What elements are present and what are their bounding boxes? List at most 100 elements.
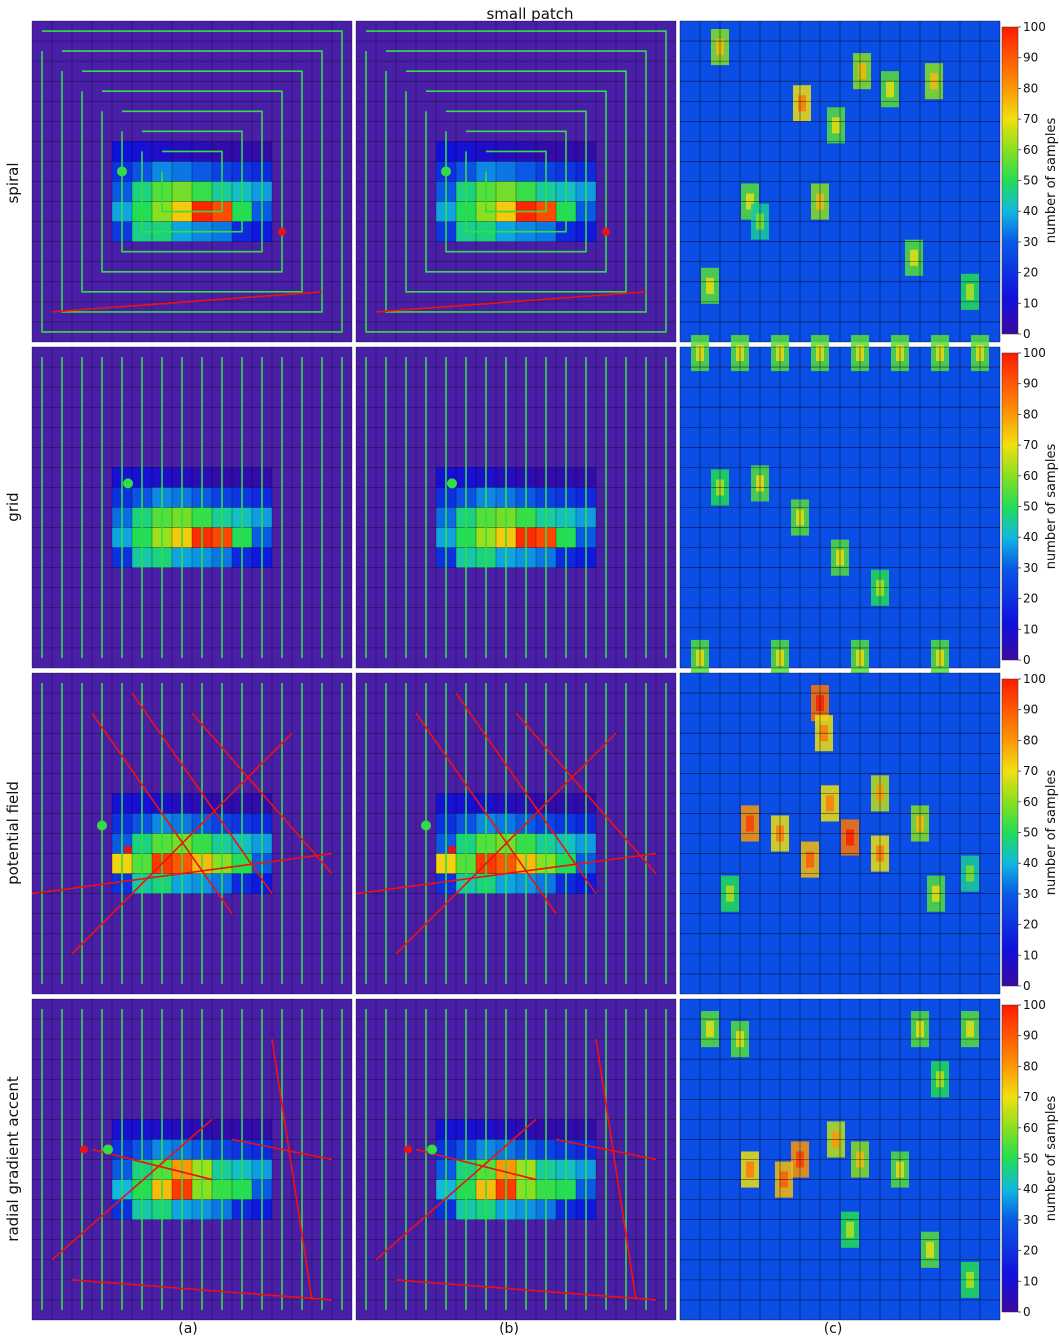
figure-title: small patch [486, 5, 573, 23]
trajectory-path [365, 1009, 667, 1310]
colorbar-tick-label: 40 [1023, 856, 1038, 870]
jump-segment [231, 1138, 333, 1161]
jump-segment [415, 712, 557, 915]
heatmap-cell [172, 161, 192, 182]
jump-segment [375, 291, 647, 313]
colorbar-gradient [1001, 352, 1019, 661]
colorbar-tick-label: 0 [1023, 653, 1031, 667]
end-marker [124, 845, 132, 854]
coverage-hotspot-core [910, 249, 918, 266]
end-marker [448, 845, 456, 854]
trajectory-path [365, 30, 667, 333]
panel-potential-field-b [355, 672, 677, 995]
colorbar-tick-label: 30 [1023, 887, 1038, 901]
panel-grid-a [31, 346, 353, 669]
colorbar-tick-label: 20 [1023, 266, 1038, 280]
colorbar-tick-label: 80 [1023, 1059, 1038, 1073]
jump-segment [191, 712, 333, 875]
colorbar-tick-label: 20 [1023, 592, 1038, 606]
end-marker [278, 227, 286, 236]
colorbar-tick-label: 30 [1023, 235, 1038, 249]
coverage-hotspot-core [966, 1021, 974, 1038]
panel-spiral-b [355, 20, 677, 343]
colorbar-tick-label: 70 [1023, 112, 1038, 126]
panel-radial-gradient-accent-a [31, 998, 353, 1321]
jump-segment [51, 1118, 213, 1261]
jump-segment [91, 712, 233, 915]
colorbar-tick-label: 50 [1023, 174, 1038, 188]
trajectory-path [365, 357, 667, 658]
colorbar-tick-label: 90 [1023, 51, 1038, 65]
colorbar-tick-label: 80 [1023, 81, 1038, 95]
row-label-potential-field: potential field [4, 781, 22, 885]
start-marker [123, 478, 133, 489]
jump-segment [271, 1039, 313, 1301]
colorbar-spiral: 0 10 20 30 40 50 60 70 80 90 100 number of samples [1001, 20, 1059, 341]
colorbar-tick-label: 60 [1023, 143, 1038, 157]
coverage-hotspot-core [832, 117, 840, 134]
heatmap-cell [496, 181, 516, 202]
colorbar-tick-label: 10 [1023, 622, 1038, 636]
column-label-a: (a) [178, 1321, 198, 1337]
panel-potential-field-c [679, 672, 1001, 995]
coverage-hotspot-core [846, 1221, 854, 1238]
colorbar-tick-label: 100 [1023, 20, 1046, 34]
jump-segment [595, 1039, 637, 1301]
coverage-hotspot-core [806, 851, 814, 868]
colorbar-tick-label: 40 [1023, 1182, 1038, 1196]
colorbar-tick-label: 50 [1023, 826, 1038, 840]
start-marker [97, 820, 107, 831]
jump-segment [415, 1148, 537, 1181]
jump-segment [51, 291, 323, 313]
colorbar-tick-label: 60 [1023, 795, 1038, 809]
colorbar-tick-label: 10 [1023, 1274, 1038, 1288]
colorbar-grid: 0 10 20 30 40 50 60 70 80 90 100 number of samples [1001, 346, 1059, 667]
start-marker [447, 478, 457, 489]
coverage-hotspot-core [846, 829, 854, 846]
trajectory-path [41, 30, 343, 333]
colorbar-tick-label: 70 [1023, 764, 1038, 778]
panels [31, 20, 1001, 1321]
coverage-hotspot-core [926, 1241, 934, 1258]
jump-segment [131, 692, 273, 895]
colorbar-tick-label: 60 [1023, 1121, 1038, 1135]
colorbar-label: number of samples [1044, 117, 1059, 243]
start-marker [103, 1144, 113, 1155]
colorbar-tick-label: 100 [1023, 998, 1046, 1012]
colorbar-tick-label: 90 [1023, 1029, 1038, 1043]
trajectory-path [41, 357, 343, 658]
jump-segment [91, 1148, 213, 1181]
colorbar-tick-label: 0 [1023, 327, 1031, 341]
jump-segment [555, 1138, 657, 1161]
start-marker [427, 1144, 437, 1155]
trajectory-path [41, 683, 343, 984]
heatmap-cell [192, 161, 212, 182]
colorbar-tick-label: 70 [1023, 438, 1038, 452]
panel-spiral-c [679, 20, 1001, 343]
colorbar-tick-label: 50 [1023, 1152, 1038, 1166]
end-marker [80, 1145, 88, 1154]
panel-spiral-a [31, 20, 353, 343]
jump-segment [395, 732, 617, 955]
colorbar-radial-gradient-accent: 0 10 20 30 40 50 60 70 80 90 100 number of samples [1001, 998, 1059, 1319]
trajectory-path [365, 683, 667, 984]
colorbar-tick-label: 80 [1023, 733, 1038, 747]
colorbar-gradient [1001, 678, 1019, 987]
jump-segment [395, 1279, 657, 1301]
coverage-hotspot-core [798, 95, 806, 112]
colorbar-tick-label: 10 [1023, 948, 1038, 962]
jump-segment [375, 1118, 537, 1261]
coverage-hotspot-core [858, 63, 866, 80]
colorbar-tick-label: 10 [1023, 296, 1038, 310]
colorbar-tick-label: 30 [1023, 561, 1038, 575]
colorbar-tick-label: 80 [1023, 407, 1038, 421]
jump-segment [515, 712, 657, 875]
column-label-c: (c) [824, 1321, 843, 1337]
colorbar-tick-label: 40 [1023, 204, 1038, 218]
end-marker [602, 227, 610, 236]
jump-segment [71, 732, 293, 955]
colorbar-gradient [1001, 26, 1019, 335]
colorbar-tick-label: 30 [1023, 1213, 1038, 1227]
